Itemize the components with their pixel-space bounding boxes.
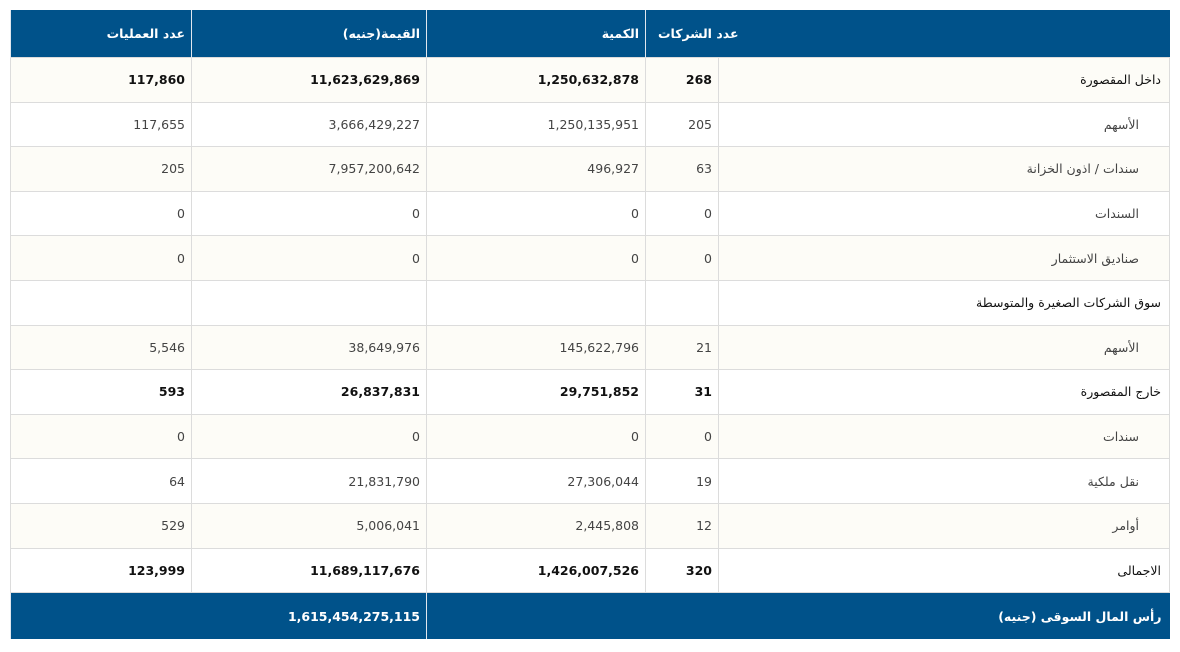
companies-cell: 0 bbox=[645, 413, 719, 460]
row-label: الاجمالى bbox=[718, 547, 1170, 594]
companies-cell: 0 bbox=[645, 235, 719, 281]
quantity-cell: 0 bbox=[426, 413, 646, 460]
quantity-cell bbox=[426, 279, 646, 326]
trades-cell: 593 bbox=[10, 369, 192, 415]
trades-cell: 0 bbox=[10, 413, 192, 460]
row-label: الأسهم bbox=[718, 101, 1170, 148]
quantity-cell: 1,426,007,526 bbox=[426, 547, 646, 594]
market-summary-table: عدد الشركات الكمية القيمة(جنيه) عدد العم… bbox=[10, 10, 1170, 640]
row-label: صناديق الاستثمار bbox=[718, 235, 1170, 281]
table-row: خارج المقصورة 31 29,751,852 26,837,831 593 bbox=[10, 369, 1170, 415]
footer-row: رأس المال السوقى (جنيه) 1,615,454,275,11… bbox=[10, 592, 1170, 640]
row-label: أوامر bbox=[718, 502, 1170, 549]
value-cell: 11,689,117,676 bbox=[191, 547, 427, 594]
quantity-cell: 496,927 bbox=[426, 146, 646, 192]
table-row: صناديق الاستثمار 0 0 0 0 bbox=[10, 235, 1170, 281]
value-cell bbox=[191, 279, 427, 326]
companies-cell: 205 bbox=[645, 101, 719, 148]
trades-cell: 123,999 bbox=[10, 547, 192, 594]
trades-cell: 117,655 bbox=[10, 101, 192, 148]
companies-cell: 31 bbox=[645, 369, 719, 415]
quantity-cell: 27,306,044 bbox=[426, 458, 646, 504]
quantity-cell: 0 bbox=[426, 235, 646, 281]
companies-cell: 0 bbox=[645, 190, 719, 237]
value-cell: 38,649,976 bbox=[191, 324, 427, 371]
companies-cell: 19 bbox=[645, 458, 719, 504]
companies-cell bbox=[645, 279, 719, 326]
table-row: نقل ملكية 19 27,306,044 21,831,790 64 bbox=[10, 458, 1170, 504]
trades-cell: 205 bbox=[10, 146, 192, 192]
table-row: داخل المقصورة 268 1,250,632,878 11,623,629,… bbox=[10, 57, 1170, 103]
table-row: سندات / اذون الخزانة 63 496,927 7,957,200,6… bbox=[10, 146, 1170, 192]
value-cell: 3,666,429,227 bbox=[191, 101, 427, 148]
value-cell: 26,837,831 bbox=[191, 369, 427, 415]
quantity-cell: 2,445,808 bbox=[426, 502, 646, 549]
value-cell: 0 bbox=[191, 190, 427, 237]
row-label: نقل ملكية bbox=[718, 458, 1170, 504]
header-quantity: الكمية bbox=[426, 10, 646, 58]
market-cap-label: رأس المال السوقى (جنيه) bbox=[426, 592, 1170, 640]
table-row: سوق الشركات الصغيرة والمتوسطة bbox=[10, 279, 1170, 326]
value-cell: 5,006,041 bbox=[191, 502, 427, 549]
table-row: سندات 0 0 0 0 bbox=[10, 413, 1170, 460]
trades-cell: 529 bbox=[10, 502, 192, 549]
row-label: داخل المقصورة bbox=[718, 57, 1170, 103]
table-row: الأسهم 205 1,250,135,951 3,666,429,227 117,6… bbox=[10, 101, 1170, 148]
header-value: القيمة(جنيه) bbox=[191, 10, 427, 58]
row-label: سندات / اذون الخزانة bbox=[718, 146, 1170, 192]
trades-cell: 117,860 bbox=[10, 57, 192, 103]
row-label: السندات bbox=[718, 190, 1170, 237]
value-cell: 0 bbox=[191, 235, 427, 281]
quantity-cell: 145,622,796 bbox=[426, 324, 646, 371]
companies-cell: 268 bbox=[645, 57, 719, 103]
trades-cell: 0 bbox=[10, 190, 192, 237]
row-label: سوق الشركات الصغيرة والمتوسطة bbox=[718, 279, 1170, 326]
value-cell: 0 bbox=[191, 413, 427, 460]
trades-cell: 64 bbox=[10, 458, 192, 504]
trades-cell: 0 bbox=[10, 235, 192, 281]
table-row: السندات 0 0 0 0 bbox=[10, 190, 1170, 237]
companies-cell: 63 bbox=[645, 146, 719, 192]
table-row: أوامر 12 2,445,808 5,006,041 529 bbox=[10, 502, 1170, 549]
header-row: عدد الشركات الكمية القيمة(جنيه) عدد العم… bbox=[10, 10, 1170, 58]
row-label: الأسهم bbox=[718, 324, 1170, 371]
companies-cell: 21 bbox=[645, 324, 719, 371]
trades-cell: 5,546 bbox=[10, 324, 192, 371]
companies-cell: 320 bbox=[645, 547, 719, 594]
value-cell: 7,957,200,642 bbox=[191, 146, 427, 192]
quantity-cell: 29,751,852 bbox=[426, 369, 646, 415]
market-cap-value: 1,615,454,275,115 bbox=[10, 592, 427, 640]
table-row: الأسهم 21 145,622,796 38,649,976 5,546 bbox=[10, 324, 1170, 371]
quantity-cell: 0 bbox=[426, 190, 646, 237]
value-cell: 21,831,790 bbox=[191, 458, 427, 504]
quantity-cell: 1,250,135,951 bbox=[426, 101, 646, 148]
value-cell: 11,623,629,869 bbox=[191, 57, 427, 103]
quantity-cell: 1,250,632,878 bbox=[426, 57, 646, 103]
table-row: الاجمالى 320 1,426,007,526 11,689,117,676 12… bbox=[10, 547, 1170, 594]
trades-cell bbox=[10, 279, 192, 326]
header-trades: عدد العمليات bbox=[10, 10, 192, 58]
header-companies: عدد الشركات bbox=[645, 10, 1170, 58]
companies-cell: 12 bbox=[645, 502, 719, 549]
row-label: خارج المقصورة bbox=[718, 369, 1170, 415]
row-label: سندات bbox=[718, 413, 1170, 460]
